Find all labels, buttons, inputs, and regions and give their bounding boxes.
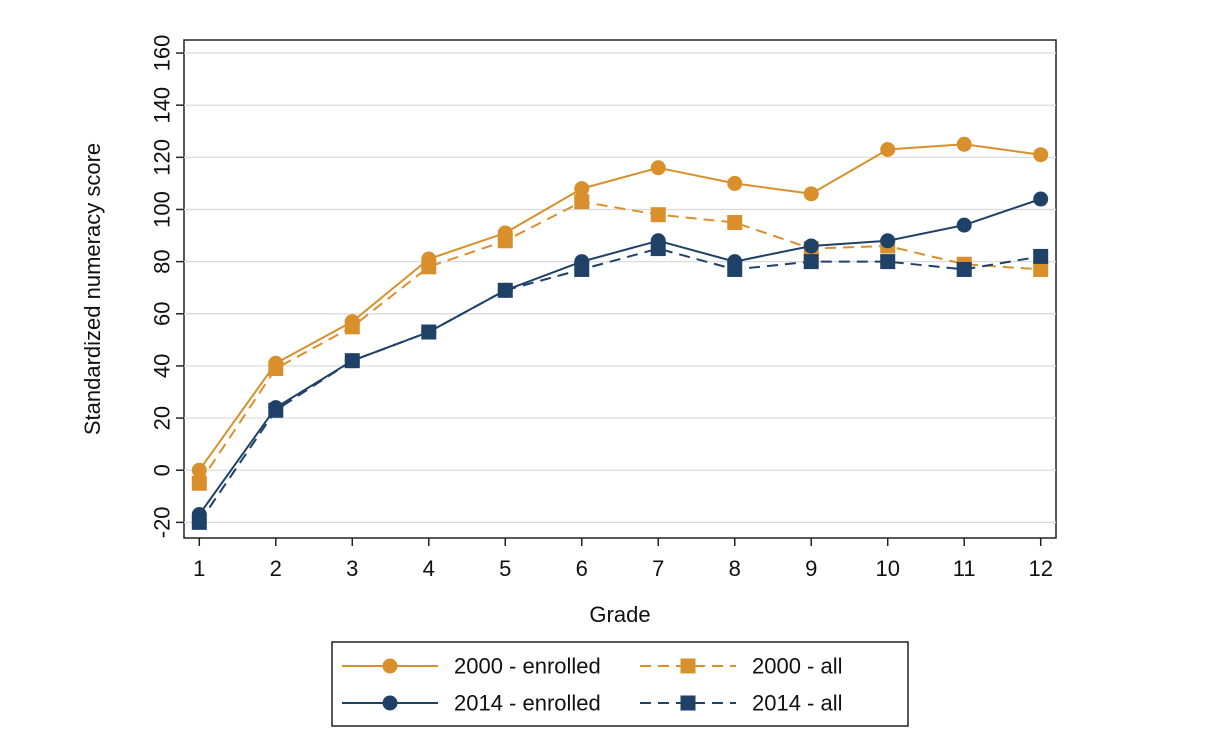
y-tick-label: 20 xyxy=(150,406,175,430)
y-axis: -20 0 20 40 60 80 100 120 140 160 xyxy=(150,35,184,538)
x-tick-label: 2 xyxy=(270,556,282,581)
data-point xyxy=(727,215,743,231)
x-tick-label: 12 xyxy=(1028,556,1052,581)
x-tick-label: 5 xyxy=(499,556,511,581)
data-point xyxy=(727,175,743,191)
legend-box xyxy=(331,641,909,727)
x-tick-label: 3 xyxy=(346,556,358,581)
x-tick-label: 1 xyxy=(193,556,205,581)
data-point xyxy=(191,462,207,478)
data-point xyxy=(344,353,360,369)
data-point xyxy=(956,136,972,152)
data-point xyxy=(344,314,360,330)
data-point xyxy=(956,217,972,233)
data-point xyxy=(1033,248,1049,264)
data-point xyxy=(803,186,819,202)
legend-label: 2000 - enrolled xyxy=(454,654,601,679)
x-tick-label: 10 xyxy=(875,556,899,581)
x-tick-label: 4 xyxy=(423,556,435,581)
data-point xyxy=(421,324,437,340)
data-point xyxy=(1033,191,1049,207)
x-tick-label: 7 xyxy=(652,556,664,581)
legend-entry: 2014 - enrolled xyxy=(342,691,601,716)
data-point xyxy=(497,225,513,241)
y-tick-label: 140 xyxy=(150,87,175,124)
y-tick-label: -20 xyxy=(150,506,175,538)
data-point xyxy=(880,233,896,249)
series-line xyxy=(198,200,1041,484)
series-line xyxy=(198,247,1041,523)
legend-entry: 2000 - enrolled xyxy=(342,654,601,679)
series-2000-enrolled xyxy=(191,136,1049,478)
plot-frame xyxy=(183,39,1057,539)
series-line xyxy=(198,143,1041,471)
x-tick-label: 11 xyxy=(953,556,976,581)
gridlines xyxy=(184,52,1056,523)
y-tick-label: 160 xyxy=(150,35,175,72)
x-axis-title: Grade xyxy=(589,602,650,627)
data-point xyxy=(191,475,207,491)
series-2000-all xyxy=(191,194,1049,491)
series-line xyxy=(198,198,1042,516)
x-axis: 1 2 3 4 5 6 7 8 9 10 11 12 xyxy=(193,538,1053,581)
series-2014-all xyxy=(191,241,1049,530)
legend-entry: 2014 - all xyxy=(640,691,843,716)
data-point xyxy=(191,507,207,523)
data-point xyxy=(1033,147,1049,163)
data-point xyxy=(650,160,666,176)
legend-marker xyxy=(680,695,696,711)
data-point xyxy=(803,254,819,270)
data-point xyxy=(574,254,590,270)
legend-marker xyxy=(382,695,398,711)
data-point xyxy=(650,233,666,249)
data-point xyxy=(574,181,590,197)
data-point xyxy=(956,261,972,277)
y-tick-label: 120 xyxy=(150,139,175,176)
legend: 2000 - enrolled 2000 - all 2014 - enrolled… xyxy=(331,641,909,727)
y-tick-label: 40 xyxy=(150,354,175,378)
data-point xyxy=(268,400,284,416)
legend-marker xyxy=(680,658,696,674)
y-tick-label: 60 xyxy=(150,302,175,326)
data-point xyxy=(803,238,819,254)
y-tick-label: 0 xyxy=(150,464,175,476)
legend-marker xyxy=(382,658,398,674)
x-tick-label: 8 xyxy=(729,556,741,581)
series-2014-enrolled xyxy=(191,191,1049,523)
data-point xyxy=(497,282,513,298)
x-tick-label: 9 xyxy=(805,556,817,581)
series-layer xyxy=(191,136,1049,530)
data-point xyxy=(421,251,437,267)
y-axis-title: Standardized numeracy score xyxy=(80,143,105,435)
legend-label: 2000 - all xyxy=(752,654,843,679)
data-point xyxy=(268,355,284,371)
data-point xyxy=(650,207,666,223)
y-tick-label: 100 xyxy=(150,191,175,228)
data-point xyxy=(880,142,896,158)
legend-label: 2014 - all xyxy=(752,691,843,716)
legend-entry: 2000 - all xyxy=(640,654,843,679)
legend-label: 2014 - enrolled xyxy=(454,691,601,716)
x-tick-label: 6 xyxy=(576,556,588,581)
data-point xyxy=(1033,261,1049,277)
data-point xyxy=(727,254,743,270)
data-point xyxy=(574,194,590,210)
y-tick-label: 80 xyxy=(150,249,175,273)
data-point xyxy=(880,254,896,270)
